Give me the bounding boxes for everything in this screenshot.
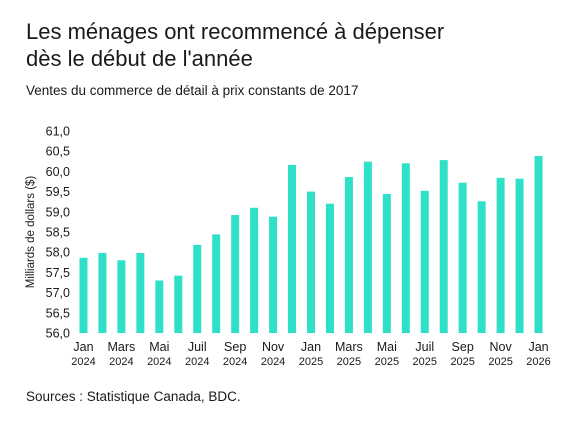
x-tick-year: 2024	[185, 356, 209, 368]
bar	[288, 164, 297, 333]
x-tick-year: 2024	[261, 356, 285, 368]
x-tick-month: Sep	[224, 340, 246, 354]
x-tick-year: 2025	[450, 356, 474, 368]
x-tick-year: 2025	[375, 356, 399, 368]
x-tick-month: Nov	[262, 340, 285, 354]
bar	[269, 216, 278, 333]
x-tick-month: Mars	[335, 340, 363, 354]
bar	[212, 234, 221, 333]
x-tick-month: Juil	[188, 340, 207, 354]
x-tick-month: Juil	[415, 340, 434, 354]
bar	[401, 163, 410, 333]
chart-title: Les ménages ont recommencé à dépenser dè…	[26, 19, 445, 71]
y-tick-label: 58,0	[46, 246, 70, 260]
bar	[382, 194, 391, 333]
bar	[307, 191, 315, 333]
bar	[534, 156, 543, 333]
bar	[363, 161, 372, 333]
x-tick-year: 2025	[299, 356, 323, 368]
y-tick-label: 60,5	[46, 145, 70, 159]
bar	[477, 201, 486, 333]
x-tick-month: Nov	[489, 340, 512, 354]
bar	[155, 280, 164, 333]
y-tick-label: 58,5	[46, 226, 70, 240]
x-tick-year: 2026	[526, 356, 550, 368]
y-tick-label: 57,0	[46, 286, 70, 300]
bar	[496, 177, 505, 333]
bar	[174, 275, 183, 333]
x-tick-month: Mai	[149, 340, 169, 354]
x-tick-year: 2025	[337, 356, 361, 368]
bar	[515, 178, 524, 333]
x-tick-year: 2025	[488, 356, 512, 368]
bar	[193, 244, 202, 333]
x-tick-month: Sep	[452, 340, 474, 354]
bar	[420, 190, 429, 333]
chart-subtitle: Ventes du commerce de détail à prix cons…	[26, 83, 359, 98]
bar	[231, 215, 240, 333]
bar	[458, 182, 467, 333]
bars	[79, 156, 543, 333]
x-tick-month: Jan	[73, 340, 93, 354]
y-tick-label: 60,0	[46, 165, 70, 179]
y-tick-label: 59,5	[46, 185, 70, 199]
bar	[136, 253, 145, 333]
x-tick-month: Jan	[528, 340, 548, 354]
y-tick-label: 57,5	[46, 266, 70, 280]
y-tick-label: 56,0	[46, 327, 70, 341]
source-note: Sources : Statistique Canada, BDC.	[26, 389, 241, 404]
bar	[325, 203, 334, 333]
x-tick-year: 2024	[109, 356, 133, 368]
x-tick-month: Jan	[301, 340, 321, 354]
y-tick-label: 59,0	[46, 205, 70, 219]
bar	[250, 207, 259, 333]
y-axis: 56,0 56,5 57,0 57,5 58,0 58,5 59,0 59,5 60,0 60,5…	[46, 125, 70, 341]
bar	[439, 160, 448, 333]
x-tick-month: Mai	[377, 340, 397, 354]
y-axis-label: Milliards de dollars ($)	[25, 176, 37, 289]
x-tick-year: 2024	[147, 356, 171, 368]
bar	[117, 260, 126, 333]
x-axis: Jan 2024 Mars 2024 Mai 2024 Juil 2024 Sep 2024 Nov…	[71, 340, 551, 368]
bar	[79, 257, 88, 333]
bar	[344, 177, 353, 333]
y-tick-label: 56,5	[46, 306, 70, 320]
y-tick-label: 61,0	[46, 125, 70, 139]
x-tick-year: 2025	[413, 356, 437, 368]
x-tick-year: 2024	[71, 356, 95, 368]
bar-chart: 56,0 56,5 57,0 57,5 58,0 58,5 59,0 59,5 60,0 60,5…	[25, 125, 551, 369]
x-tick-month: Mars	[108, 340, 136, 354]
bar	[98, 253, 107, 333]
x-tick-year: 2024	[223, 356, 247, 368]
